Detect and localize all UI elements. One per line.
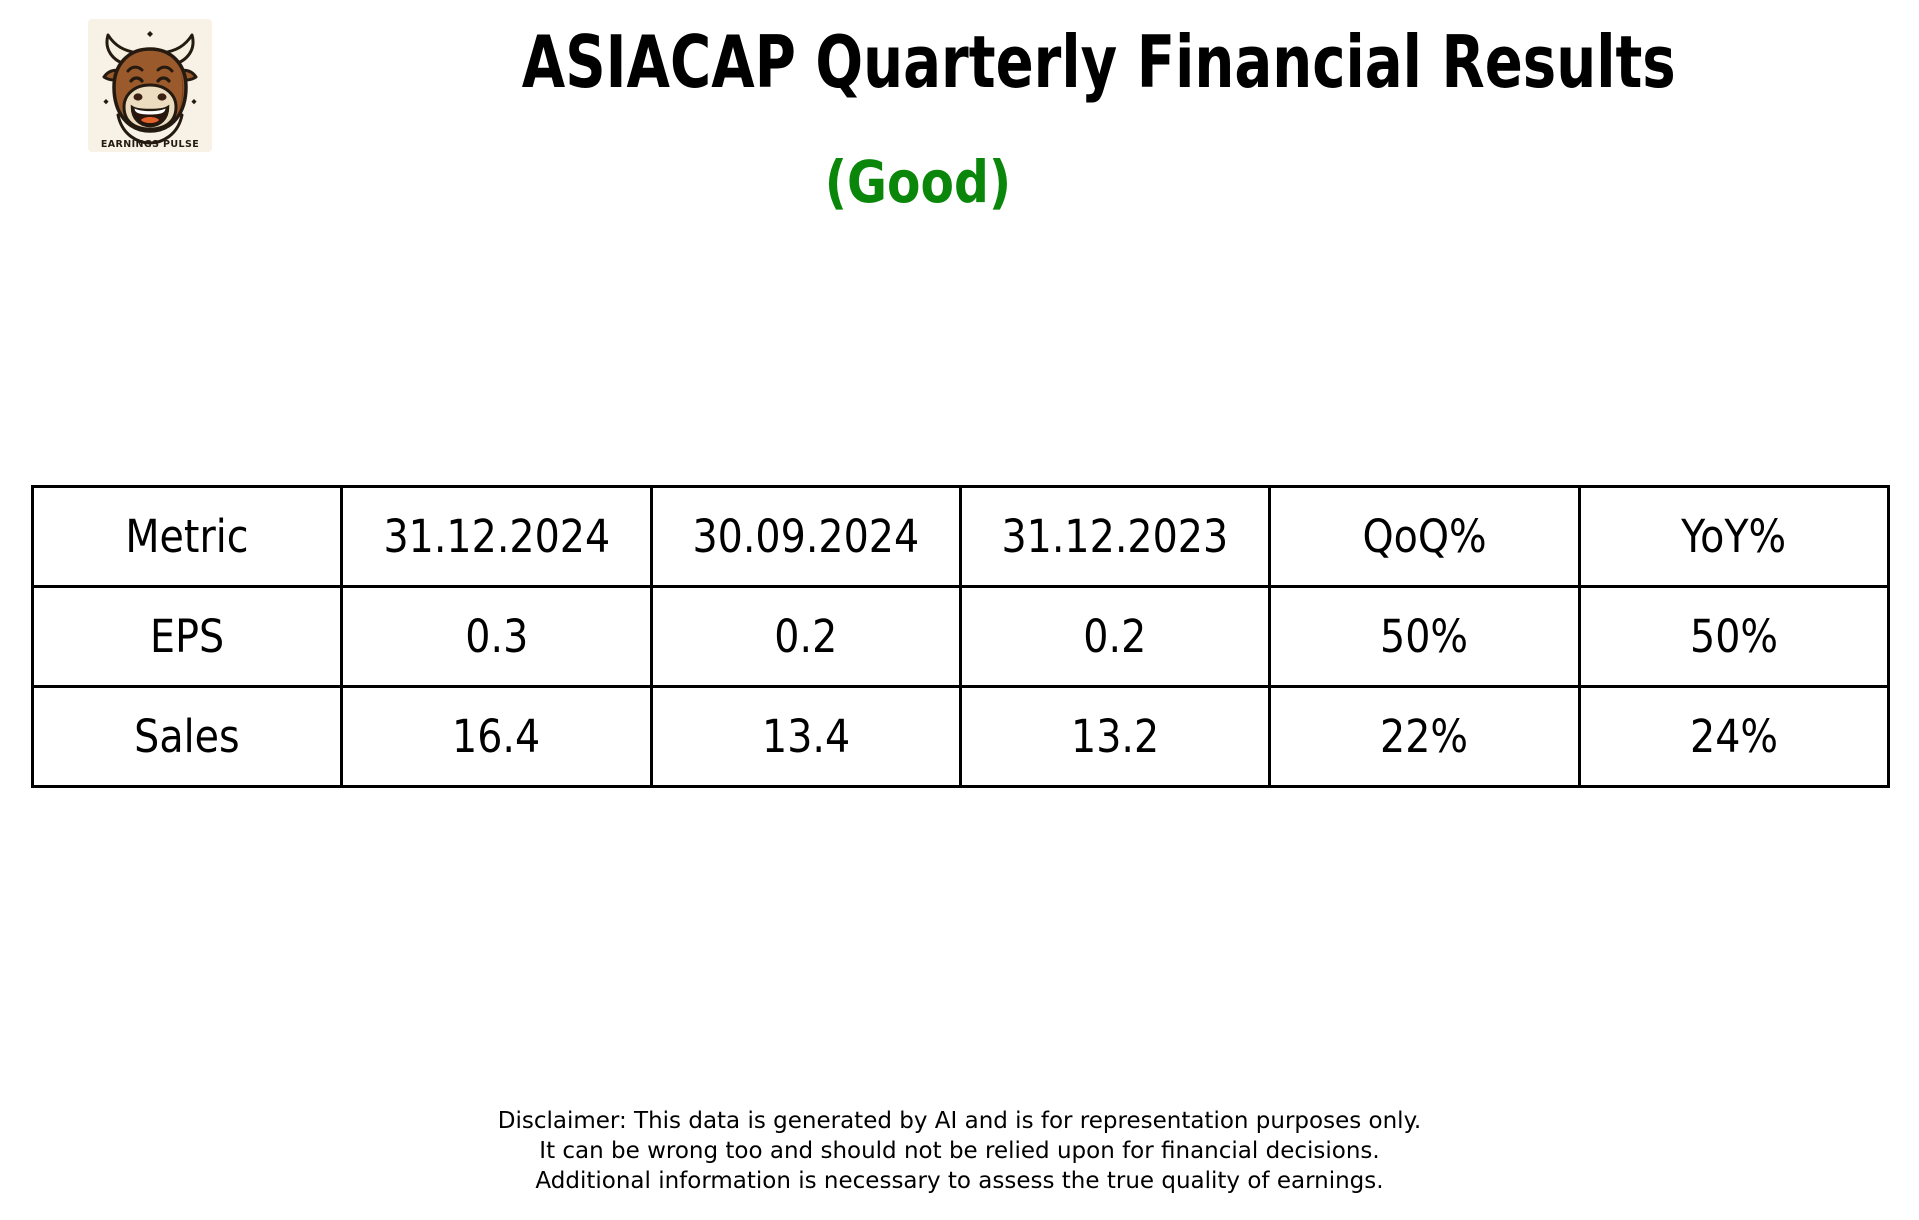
sales-metric-cell: Sales: [30, 685, 344, 788]
earnings-pulse-logo: EARNINGS PULSE: [88, 19, 212, 152]
disclaimer-line-2: It can be wrong too and should not be re…: [539, 1138, 1380, 1164]
eps-metric-cell: EPS: [30, 585, 344, 688]
sentiment-label: (Good): [418, 146, 1418, 218]
header-cell-qoq: QoQ%: [1268, 485, 1581, 588]
table-header-row: Metric 31.12.2024 30.09.2024 31.12.2023 …: [30, 485, 1891, 588]
results-table: Metric 31.12.2024 30.09.2024 31.12.2023 …: [30, 485, 1891, 788]
table-row-sales: Sales 16.4 13.4 13.2 22% 24%: [30, 685, 1891, 788]
sales-yoy-cell: 24%: [1577, 685, 1891, 788]
disclaimer-line-1: Disclaimer: This data is generated by AI…: [497, 1108, 1422, 1134]
eps-value-prev-quarter: 0.2: [649, 585, 962, 688]
header-cell-yoy: YoY%: [1577, 485, 1891, 588]
sales-qoq-cell: 22%: [1268, 685, 1581, 788]
sales-value-current: 16.4: [340, 685, 653, 788]
page-title: ASIACAP Quarterly Financial Results: [359, 24, 1759, 100]
eps-yoy-cell: 50%: [1577, 585, 1891, 688]
disclaimer: Disclaimer: This data is generated by AI…: [0, 1106, 1919, 1196]
header-cell-period-prev-year: 31.12.2023: [958, 485, 1272, 588]
eps-qoq-cell: 50%: [1268, 585, 1581, 688]
sales-value-prev-quarter: 13.4: [649, 685, 962, 788]
page-title-text: ASIACAP Quarterly Financial Results: [521, 20, 1676, 104]
laughing-bull-icon: EARNINGS PULSE: [88, 19, 212, 152]
header-cell-period-current: 31.12.2024: [340, 485, 653, 588]
table-row-eps: EPS 0.3 0.2 0.2 50% 50%: [30, 585, 1891, 688]
eps-value-current: 0.3: [340, 585, 653, 688]
eps-value-prev-year: 0.2: [958, 585, 1272, 688]
header-cell-period-prev-quarter: 30.09.2024: [649, 485, 962, 588]
logo-brand-text: EARNINGS PULSE: [101, 139, 199, 150]
sales-value-prev-year: 13.2: [958, 685, 1272, 788]
disclaimer-line-3: Additional information is necessary to a…: [535, 1168, 1384, 1194]
header-cell-metric: Metric: [30, 485, 344, 588]
sentiment-text: (Good): [824, 148, 1012, 216]
